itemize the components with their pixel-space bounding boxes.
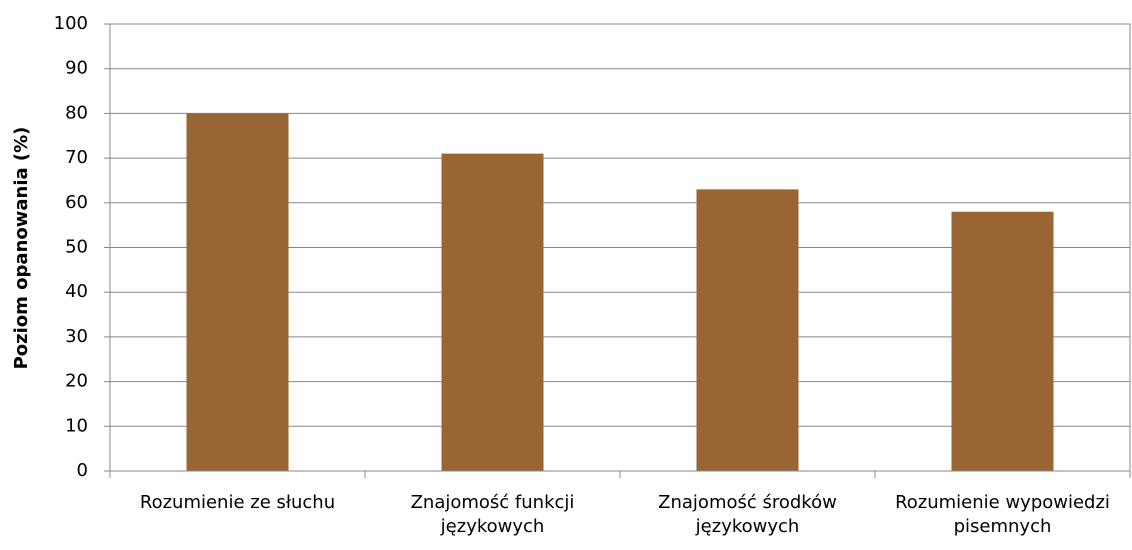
bar <box>186 113 289 472</box>
y-tick-label: 80 <box>65 102 88 123</box>
y-tick-label: 0 <box>77 460 88 481</box>
y-tick-label: 30 <box>65 326 88 347</box>
x-tick-label: Rozumienie ze słuchu <box>139 492 336 513</box>
x-tick-label: Znajomość środków językowych <box>658 492 837 537</box>
y-tick-label: 40 <box>65 281 88 302</box>
bar <box>441 153 544 471</box>
y-tick-label: 10 <box>65 415 88 436</box>
y-tick-label: 100 <box>54 13 88 34</box>
y-tick-label: 70 <box>65 147 88 168</box>
y-tick-label: 60 <box>65 192 88 213</box>
y-tick-label: 20 <box>65 371 88 392</box>
x-tick-label: Znajomość funkcji językowych <box>410 492 575 537</box>
bar <box>696 189 799 471</box>
y-tick-label: 50 <box>65 237 88 258</box>
bar <box>951 211 1054 472</box>
x-tick-label: Rozumienie wypowiedzi pisemnych <box>895 492 1110 537</box>
y-tick-label: 90 <box>65 58 88 79</box>
y-axis-title: Poziom opanowania (%) <box>11 127 32 370</box>
